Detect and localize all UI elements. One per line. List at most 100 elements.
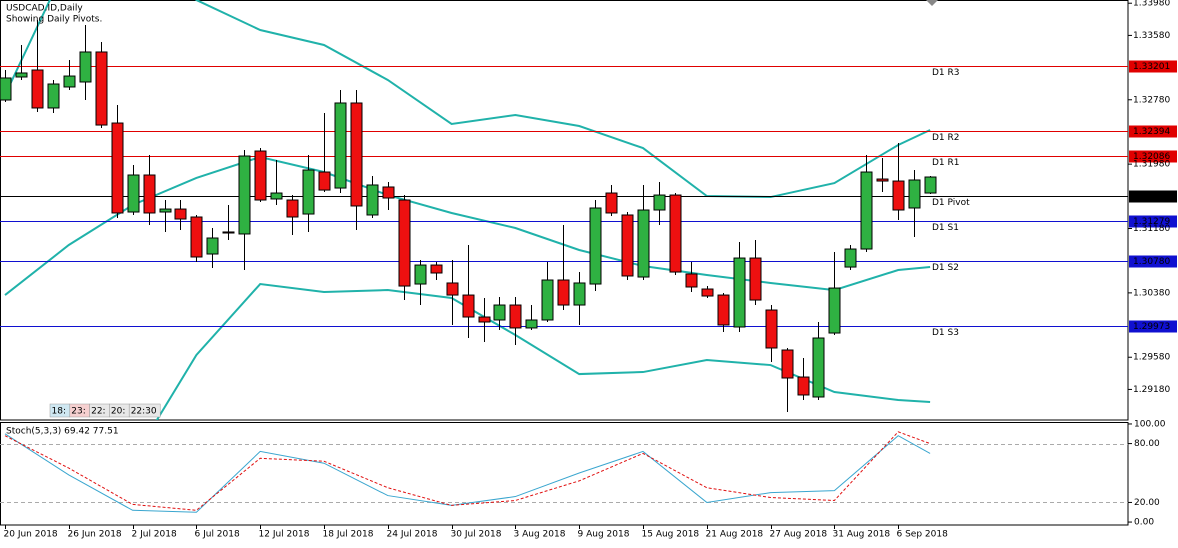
candle-body bbox=[174, 208, 187, 220]
clock-part: 18: bbox=[52, 407, 66, 417]
clock-part: 22: bbox=[91, 407, 105, 417]
candle-body bbox=[605, 192, 618, 214]
x-tick-label: 24 Jul 2018 bbox=[387, 530, 438, 540]
pivot-name: D1 S3 bbox=[932, 328, 959, 338]
pivot-name: D1 S2 bbox=[932, 263, 959, 273]
x-tick-label: 6 Sep 2018 bbox=[897, 530, 949, 540]
stoch-line bbox=[4, 433, 931, 513]
candle-body bbox=[765, 309, 778, 349]
candle-body bbox=[525, 319, 538, 329]
y-tick-label: 1.29580 bbox=[1133, 353, 1170, 363]
candle-body bbox=[462, 294, 475, 318]
candle-body bbox=[254, 150, 267, 201]
pivot-price-label: 1.30780 bbox=[1133, 257, 1170, 267]
band-line bbox=[4, 0, 931, 199]
candle-body bbox=[398, 199, 411, 287]
pivot-name: D1 Pivot bbox=[932, 198, 970, 208]
shift-marker bbox=[926, 0, 938, 6]
y-tick-label: 1.29180 bbox=[1133, 385, 1170, 395]
pivot-price-label: 1.32086 bbox=[1133, 152, 1170, 162]
candle-body bbox=[653, 194, 666, 211]
candle-body bbox=[238, 155, 251, 235]
stoch-y-tick-label: 80.00 bbox=[1134, 439, 1160, 449]
stoch-y-tick-label: 100.00 bbox=[1134, 419, 1166, 429]
candle-body bbox=[159, 208, 172, 213]
x-tick-label: 9 Aug 2018 bbox=[578, 530, 630, 540]
candle-body bbox=[222, 231, 235, 234]
chart-subtitle: Showing Daily Pivots. bbox=[6, 15, 102, 25]
candle-body bbox=[876, 178, 889, 182]
pivot-price-box bbox=[1129, 320, 1177, 333]
pivot-price-label: 1.31279 bbox=[1133, 217, 1170, 227]
candle-body bbox=[79, 51, 92, 83]
candle-body bbox=[350, 102, 363, 207]
pivot-name: D1 R3 bbox=[932, 68, 960, 78]
pivot-price-label: 1.29973 bbox=[1133, 322, 1170, 332]
clock-part-bg bbox=[128, 403, 161, 418]
candle-body bbox=[414, 264, 427, 285]
candle-body bbox=[509, 304, 522, 329]
pivot-price-box bbox=[1129, 255, 1177, 268]
candle-body bbox=[669, 194, 682, 273]
candle-body bbox=[95, 51, 108, 126]
candle-body bbox=[749, 257, 762, 301]
candle-body bbox=[478, 316, 491, 323]
candle-body bbox=[812, 337, 825, 398]
clock-part: 22:30 bbox=[131, 407, 157, 417]
candle-body bbox=[286, 199, 299, 218]
candles bbox=[0, 20, 937, 413]
y-tick-label: 1.31180 bbox=[1133, 224, 1170, 234]
candle-body bbox=[860, 171, 873, 250]
candle-body bbox=[589, 207, 602, 285]
y-tick-label: 1.31980 bbox=[1133, 160, 1170, 170]
x-tick-label: 3 Aug 2018 bbox=[514, 530, 566, 540]
pivot-price-box bbox=[1129, 125, 1177, 138]
candle-body bbox=[302, 169, 315, 215]
candle-body bbox=[270, 192, 283, 200]
candle-body bbox=[557, 279, 570, 306]
candle-body bbox=[701, 288, 714, 297]
x-tick-label: 2 Jul 2018 bbox=[132, 530, 177, 540]
candle-body bbox=[844, 248, 857, 268]
candle-body bbox=[47, 83, 60, 109]
stoch-lines bbox=[0, 431, 1128, 513]
candle-body bbox=[573, 282, 586, 306]
candle-body bbox=[828, 287, 841, 334]
candle-body bbox=[190, 216, 203, 258]
candle-body bbox=[430, 264, 443, 274]
y-tick-label: 1.32780 bbox=[1133, 95, 1170, 105]
candle-body bbox=[63, 75, 76, 88]
x-tick-label: 27 Aug 2018 bbox=[770, 530, 828, 540]
stoch-y-tick-label: 20.00 bbox=[1134, 498, 1160, 508]
clock-part: 20: bbox=[111, 407, 125, 417]
y-tick-label: 1.33980 bbox=[1133, 0, 1170, 9]
candle-body bbox=[127, 174, 140, 213]
x-tick-label: 18 Jul 2018 bbox=[323, 530, 374, 540]
candle-body bbox=[382, 186, 395, 199]
candle-body bbox=[908, 179, 921, 209]
x-tick-label: 20 Jun 2018 bbox=[4, 530, 58, 540]
candle-body bbox=[892, 180, 905, 211]
axes: 1.33980 1.33580 1.32780 1.31980 1.31180 1.303… bbox=[4, 0, 1171, 540]
candle-body bbox=[781, 349, 794, 379]
stoch-frame bbox=[0, 422, 1129, 526]
candle-body bbox=[15, 72, 28, 78]
pivot-price-box bbox=[1129, 215, 1177, 228]
candle-body bbox=[334, 102, 347, 189]
candle-body bbox=[143, 174, 156, 214]
y-tick-label: 1.33580 bbox=[1133, 31, 1170, 41]
candle-body bbox=[493, 304, 506, 321]
candle-body bbox=[366, 184, 379, 216]
candle-body bbox=[31, 69, 44, 109]
pivots: D1 R3 1.33201 D1 R2 1.32394 D1 R1 1.32086 D1 P… bbox=[0, 60, 1177, 338]
pivot-price-label: 1.32394 bbox=[1133, 127, 1170, 137]
main-frame bbox=[0, 0, 1129, 421]
x-tick-label: 12 Jul 2018 bbox=[259, 530, 310, 540]
stoch-y-tick-label: 0.00 bbox=[1134, 518, 1154, 528]
x-tick-label: 6 Jul 2018 bbox=[195, 530, 240, 540]
stoch-title: Stoch(5,3,3) 69.42 77.51 bbox=[6, 427, 119, 437]
pivot-price-box bbox=[1129, 190, 1177, 203]
candle-body bbox=[733, 257, 746, 328]
pivot-price-label: 1.31587 bbox=[1133, 192, 1170, 202]
